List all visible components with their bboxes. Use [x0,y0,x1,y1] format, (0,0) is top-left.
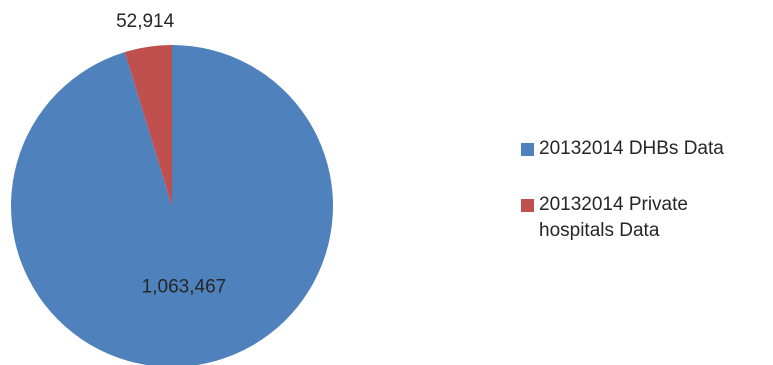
legend: 20132014 DHBs Data 20132014 Private hosp… [521,136,761,244]
data-label-dhbs: 1,063,467 [142,277,227,298]
data-label-private-hospitals: 52,914 [116,11,175,32]
legend-label-dhbs: 20132014 DHBs Data [539,138,724,159]
legend-swatch-private-hospitals [521,199,534,212]
pie-slice-dhbs [11,45,333,365]
legend-swatch-dhbs [521,143,534,156]
pie-slice-private-hospitals [124,45,172,206]
pie-slices [11,45,333,365]
legend-item-dhbs: 20132014 DHBs Data [521,136,761,162]
legend-item-private-hospitals: 20132014 Private hospitals Data [521,192,761,244]
data-labels: 1,063,467 52,914 [116,11,226,298]
legend-label-private-hospitals: 20132014 Private hospitals Data [539,194,688,241]
